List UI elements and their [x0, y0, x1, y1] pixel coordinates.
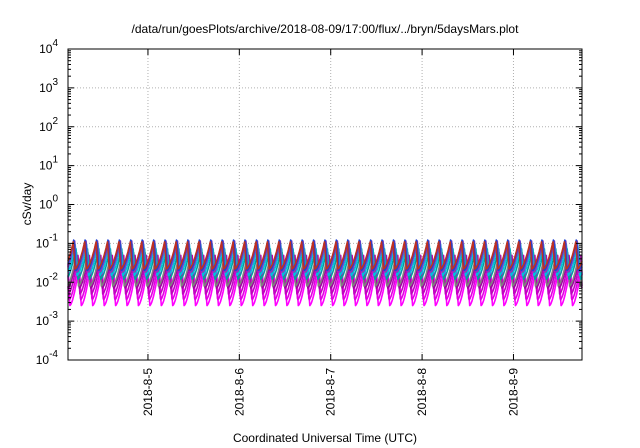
- series-layer: [67, 239, 583, 307]
- y-tick-label: 101: [39, 155, 58, 173]
- x-tick-label: 2018-8-9: [506, 368, 520, 416]
- x-axis-label: Coordinated Universal Time (UTC): [233, 431, 417, 445]
- x-axis: 2018-8-5 2018-8-6 2018-8-7 2018-8-8 2018-8-9: [141, 49, 520, 416]
- x-tick-label: 2018-8-6: [232, 368, 246, 416]
- series-line: [67, 254, 583, 289]
- grid-lines: [68, 49, 582, 360]
- y-tick-label: 102: [39, 116, 58, 134]
- x-tick-label: 2018-8-7: [324, 368, 338, 416]
- series-line: [67, 241, 583, 270]
- x-tick-label: 2018-8-5: [141, 368, 155, 416]
- y-axis-label: cSv/day: [20, 183, 34, 226]
- plot-frame: [67, 48, 583, 361]
- y-tick-label: 10-3: [36, 310, 59, 328]
- y-axis: 10-4 10-3 10-2 10-1 100 101 102 103 104: [36, 38, 582, 367]
- series-line: [67, 239, 583, 272]
- series-line: [67, 262, 583, 307]
- y-tick-label: 10-1: [36, 232, 59, 250]
- y-tick-label: 100: [39, 194, 58, 212]
- series-line: [67, 259, 583, 301]
- y-tick-label: 104: [39, 38, 58, 56]
- y-tick-label: 103: [39, 77, 58, 95]
- y-tick-label: 10-2: [36, 271, 59, 289]
- series-line: [67, 254, 583, 295]
- x-tick-label: 2018-8-8: [415, 368, 429, 416]
- y-tick-label: 10-4: [36, 349, 59, 367]
- series-line: [67, 251, 583, 287]
- chart-title: /data/run/goesPlots/archive/2018-08-09/1…: [132, 22, 520, 36]
